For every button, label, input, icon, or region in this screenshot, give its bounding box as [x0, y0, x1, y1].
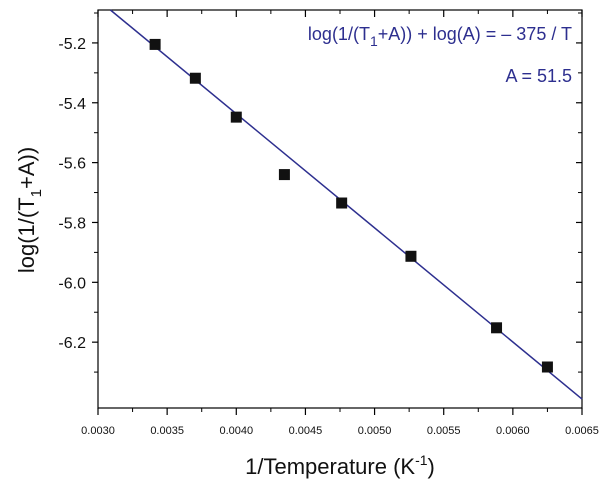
data-point: [231, 112, 242, 123]
data-point: [336, 198, 347, 209]
y-tick-label: -5.6: [58, 156, 86, 173]
x-tick-label: 0.0055: [427, 425, 461, 437]
data-point: [150, 39, 161, 50]
x-tick-label: 0.0045: [289, 425, 323, 437]
y-tick-label: -5.8: [58, 215, 86, 232]
y-tick-label: -6.0: [58, 275, 86, 292]
data-point: [491, 322, 502, 333]
x-axis-title: 1/Temperature (K-1): [245, 452, 435, 479]
parameter-annotation: A = 51.5: [505, 66, 572, 86]
data-point: [279, 169, 290, 180]
y-tick-label: -5.4: [58, 96, 86, 113]
x-tick-label: 0.0035: [150, 425, 184, 437]
y-tick-label: -6.2: [58, 335, 86, 352]
data-point: [542, 362, 553, 373]
data-point: [405, 251, 416, 262]
x-tick-label: 0.0030: [81, 425, 115, 437]
x-tick-label: 0.0065: [565, 425, 599, 437]
data-points: [150, 39, 553, 373]
y-tick-label: -5.2: [58, 36, 86, 53]
x-tick-label: 0.0050: [358, 425, 392, 437]
equation-annotation: log(1/(T1+A)) + log(A) = – 375 / T: [308, 24, 572, 49]
data-point: [190, 73, 201, 84]
x-tick-label: 0.0060: [496, 425, 530, 437]
y-axis-ticks: -5.2 -5.4 -5.6 -5.8 -6.0 -6.2: [58, 13, 582, 372]
y-axis-title: log(1/(T1+A)): [14, 147, 45, 273]
x-tick-label: 0.0040: [219, 425, 253, 437]
